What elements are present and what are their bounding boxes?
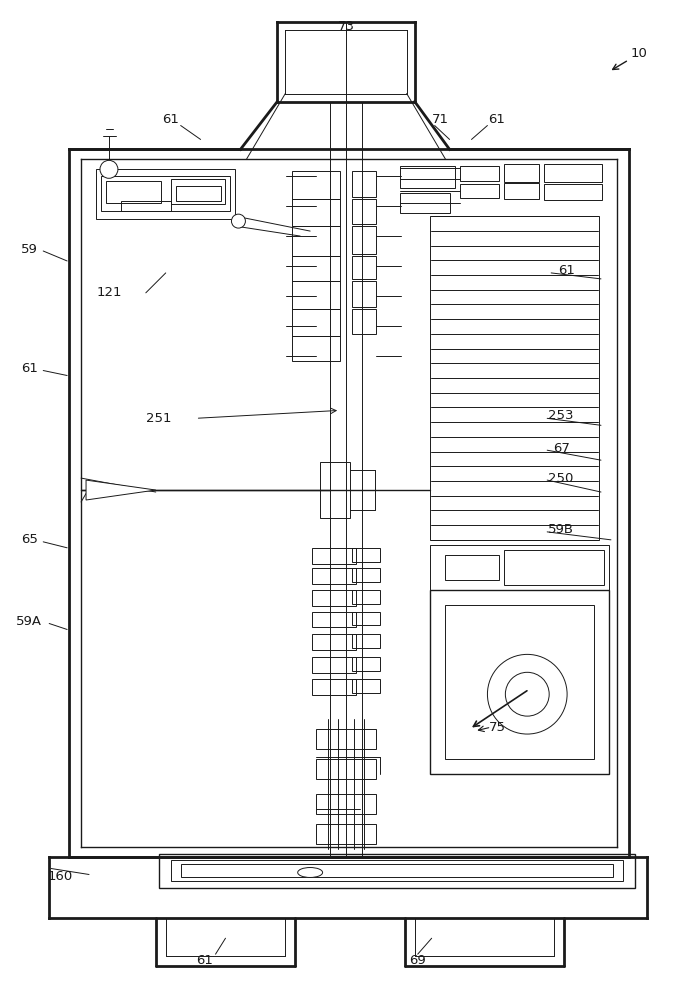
- Bar: [352, 634, 380, 648]
- Text: 61: 61: [558, 264, 574, 277]
- Bar: [504, 550, 604, 585]
- Bar: [292, 281, 340, 309]
- Text: 61: 61: [162, 113, 179, 126]
- Bar: [101, 176, 230, 211]
- Bar: [352, 199, 376, 224]
- Bar: [292, 336, 340, 361]
- Bar: [171, 860, 623, 881]
- Bar: [312, 612, 356, 627]
- Bar: [171, 179, 226, 204]
- Bar: [312, 634, 356, 650]
- Bar: [312, 568, 356, 584]
- Bar: [312, 590, 356, 606]
- Bar: [430, 216, 599, 540]
- Bar: [352, 568, 380, 582]
- Circle shape: [231, 214, 246, 228]
- Circle shape: [505, 672, 549, 716]
- Bar: [292, 256, 340, 281]
- Bar: [352, 657, 380, 671]
- Text: 59B: 59B: [548, 523, 574, 536]
- Bar: [96, 169, 235, 219]
- Bar: [444, 555, 500, 580]
- Text: 61: 61: [21, 362, 37, 375]
- Bar: [352, 226, 376, 254]
- Bar: [430, 545, 609, 590]
- Bar: [292, 309, 340, 336]
- Bar: [400, 166, 455, 188]
- Bar: [352, 548, 380, 562]
- Text: 10: 10: [630, 47, 647, 60]
- Text: 75: 75: [489, 721, 506, 734]
- Bar: [292, 226, 340, 256]
- Bar: [352, 256, 376, 279]
- Bar: [320, 462, 350, 518]
- Text: 69: 69: [410, 954, 426, 967]
- Text: 160: 160: [48, 870, 73, 883]
- Text: 73: 73: [338, 20, 354, 33]
- Bar: [352, 171, 376, 197]
- Bar: [176, 186, 221, 201]
- Bar: [292, 171, 340, 199]
- Bar: [352, 679, 380, 693]
- Bar: [316, 729, 376, 749]
- Text: 65: 65: [21, 533, 37, 546]
- Bar: [316, 794, 376, 814]
- Bar: [459, 184, 500, 198]
- Ellipse shape: [298, 868, 322, 877]
- Bar: [158, 854, 635, 888]
- Text: 67: 67: [553, 442, 570, 455]
- Text: 61: 61: [488, 113, 505, 126]
- Text: 71: 71: [432, 113, 449, 126]
- Text: 121: 121: [96, 286, 122, 299]
- Circle shape: [100, 160, 118, 178]
- Bar: [544, 184, 602, 200]
- Bar: [430, 590, 609, 774]
- Bar: [312, 657, 356, 673]
- Bar: [544, 164, 602, 182]
- Bar: [106, 181, 161, 203]
- Polygon shape: [86, 480, 156, 500]
- Bar: [400, 193, 450, 213]
- Bar: [312, 679, 356, 695]
- Bar: [181, 864, 613, 877]
- Text: 59A: 59A: [17, 615, 42, 628]
- Bar: [504, 183, 539, 199]
- Bar: [352, 281, 376, 307]
- Bar: [316, 824, 376, 844]
- Bar: [444, 605, 594, 759]
- Bar: [292, 199, 340, 226]
- Bar: [316, 759, 376, 779]
- Text: 59: 59: [21, 243, 37, 256]
- Bar: [312, 548, 356, 564]
- Bar: [352, 590, 380, 604]
- Text: 250: 250: [549, 472, 574, 485]
- Bar: [504, 164, 539, 182]
- Text: 61: 61: [196, 954, 213, 967]
- Bar: [459, 166, 500, 181]
- Bar: [352, 309, 376, 334]
- Circle shape: [487, 654, 567, 734]
- Text: 251: 251: [146, 412, 172, 425]
- Bar: [121, 201, 171, 211]
- Bar: [352, 612, 380, 625]
- Text: 253: 253: [548, 409, 574, 422]
